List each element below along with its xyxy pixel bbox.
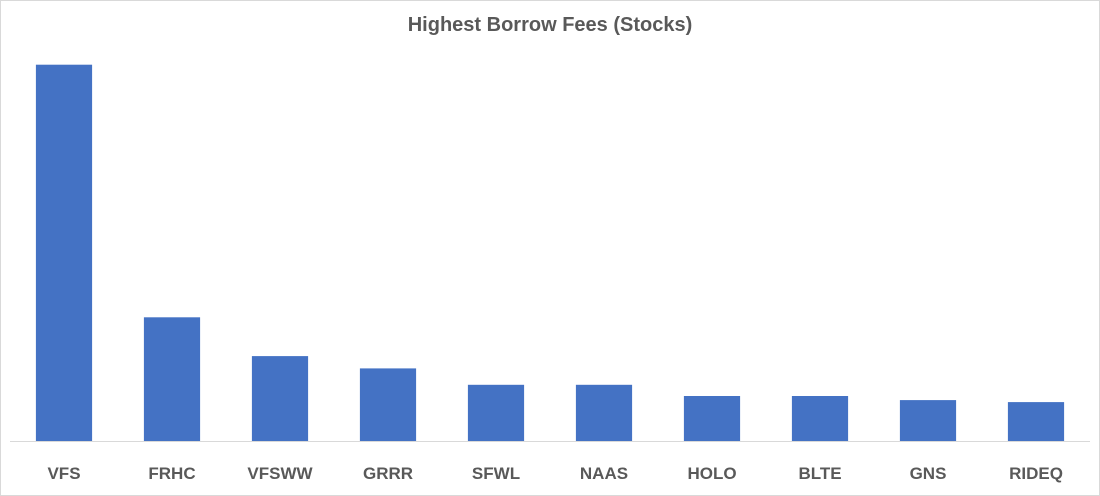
bar-rideq [1007, 402, 1065, 441]
bar-holo [683, 396, 741, 441]
x-tick-label-sfwl: SFWL [472, 464, 520, 483]
x-tick-label-gns: GNS [910, 464, 947, 483]
bar-blte [791, 396, 849, 441]
category-labels-group: VFS FRHC VFSWW GRRR SFWL NAAS HOLO BLTE GNS RIDEQ [47, 464, 1062, 483]
x-tick-label-holo: HOLO [687, 464, 736, 483]
bar-naas [575, 384, 633, 441]
x-tick-label-naas: NAAS [580, 464, 628, 483]
bar-grrr [359, 368, 417, 441]
bar-vfsww [251, 356, 309, 441]
x-tick-label-vfs: VFS [47, 464, 80, 483]
bar-vfs [35, 64, 93, 441]
x-tick-label-frhc: FRHC [148, 464, 195, 483]
x-tick-label-blte: BLTE [798, 464, 841, 483]
x-tick-label-rideq: RIDEQ [1009, 464, 1063, 483]
chart-title: Highest Borrow Fees (Stocks) [407, 14, 693, 36]
bar-frhc [143, 317, 201, 441]
bars-group [35, 64, 1065, 441]
bar-gns [899, 400, 957, 441]
bar-sfwl [467, 384, 525, 441]
x-tick-label-vfsww: VFSWW [247, 464, 313, 483]
x-tick-label-grrr: GRRR [363, 464, 413, 483]
